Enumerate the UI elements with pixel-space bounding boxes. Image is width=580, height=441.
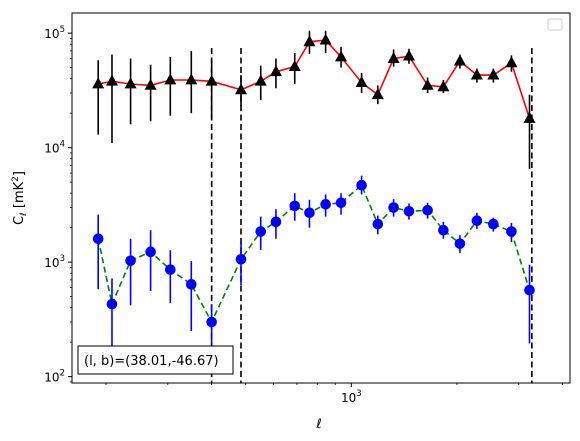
data-point-triangle <box>254 74 267 86</box>
data-point-triangle <box>124 77 137 89</box>
y-tick-label: 102 <box>44 369 65 385</box>
data-point-triangle <box>470 68 483 80</box>
data-point-triangle <box>105 74 118 86</box>
data-point-triangle <box>335 50 348 62</box>
data-point-circle <box>524 284 535 296</box>
data-point-triangle <box>319 33 332 45</box>
data-point-triangle <box>144 78 157 90</box>
data-point-circle <box>372 218 384 230</box>
data-point-circle <box>488 218 499 230</box>
data-point-circle <box>506 226 517 237</box>
data-point-triangle <box>487 68 500 80</box>
data-point-triangle <box>355 75 368 87</box>
data-point-circle <box>270 216 282 228</box>
annotation-text: (l, b)=(38.01,-46.67) <box>84 354 219 369</box>
data-point-circle <box>145 246 156 258</box>
data-point-circle <box>422 204 433 216</box>
data-point-circle <box>235 253 247 265</box>
data-point-triangle <box>421 78 434 90</box>
data-point-triangle <box>92 77 105 89</box>
data-point-circle <box>320 199 331 210</box>
data-point-triangle <box>185 73 198 85</box>
data-point-circle <box>471 215 483 227</box>
data-point-triangle <box>387 51 400 63</box>
legend-box <box>547 18 563 31</box>
data-point-circle <box>206 316 217 328</box>
data-point-triangle <box>235 83 248 95</box>
data-point-triangle <box>269 65 282 77</box>
x-tick-label: 103 <box>341 389 362 405</box>
annotation-box <box>77 345 234 375</box>
data-point-circle <box>403 206 415 217</box>
data-point-circle <box>454 238 466 249</box>
x-axis-label: ℓ <box>315 417 321 432</box>
data-point-circle <box>388 202 399 213</box>
data-point-triangle <box>303 35 316 47</box>
axis-ticks: 102 103 104 105 103 <box>44 25 563 405</box>
plot-area <box>92 30 536 383</box>
y-tick-label: 103 <box>44 254 65 270</box>
data-point-triangle <box>205 74 218 86</box>
data-point-circle <box>356 179 367 191</box>
data-point-circle <box>185 279 197 290</box>
data-point-circle <box>255 226 267 237</box>
data-point-circle <box>165 264 176 275</box>
axes-frame <box>71 12 571 384</box>
data-point-triangle <box>453 54 466 66</box>
data-point-circle <box>289 200 301 212</box>
data-point-triangle <box>402 49 415 61</box>
data-point-circle <box>92 233 104 245</box>
y-tick-label: 105 <box>44 25 65 41</box>
data-point-triangle <box>505 56 518 68</box>
y-tick-label: 104 <box>44 140 65 156</box>
coordinate-annotation: (l, b)=(38.01,-46.67) <box>77 345 234 375</box>
data-point-triangle <box>437 80 450 92</box>
y-axis-label: Cℓ [mK2] <box>11 171 29 225</box>
data-point-triangle <box>164 73 177 85</box>
data-point-circle <box>304 207 315 219</box>
data-point-triangle <box>371 88 384 100</box>
data-point-circle <box>335 197 347 209</box>
data-point-circle <box>125 255 136 266</box>
data-point-circle <box>438 224 449 236</box>
data-point-circle <box>106 298 118 310</box>
data-point-triangle <box>523 111 536 123</box>
data-point-triangle <box>288 60 301 72</box>
